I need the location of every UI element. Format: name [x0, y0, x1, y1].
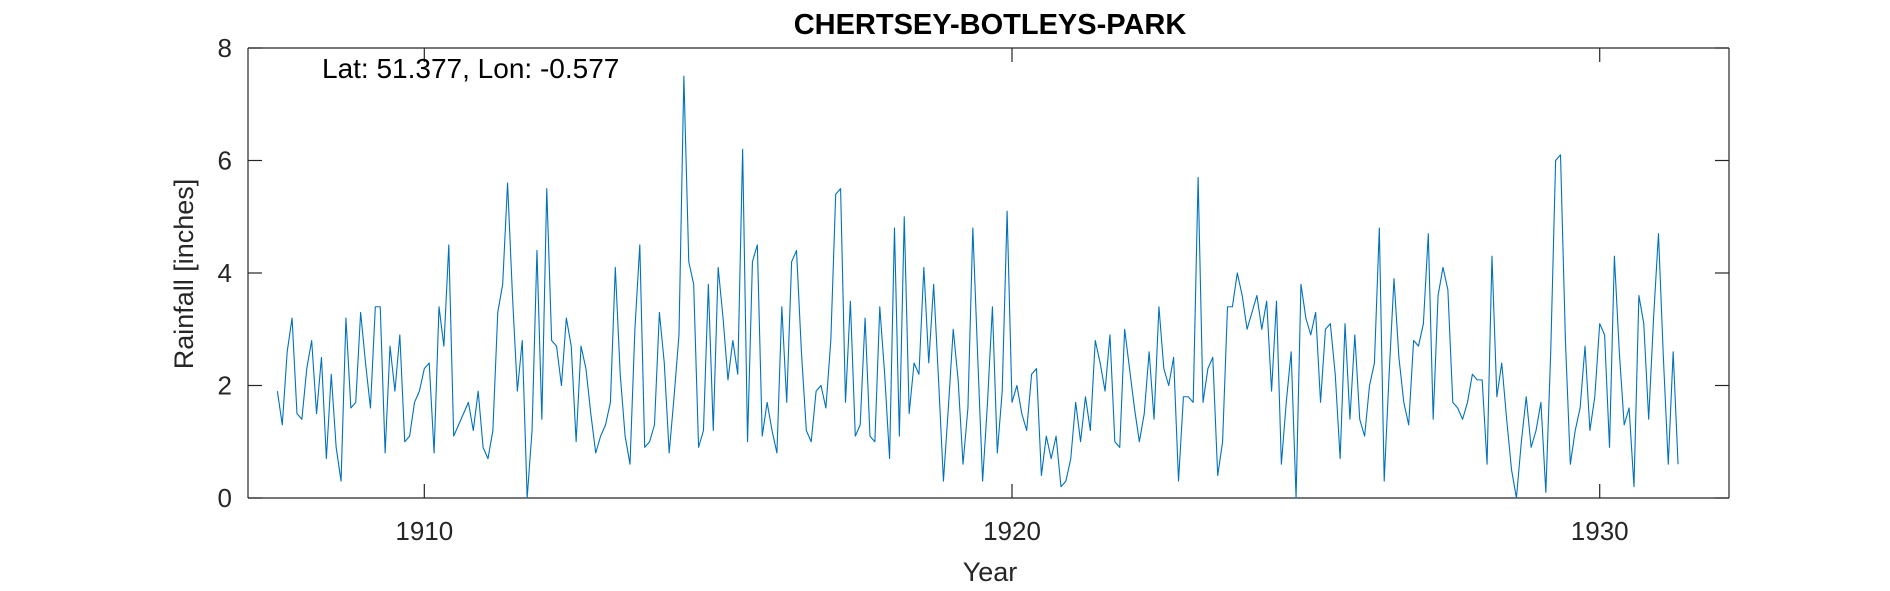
x-axis-label: Year [963, 557, 1018, 587]
x-tick-label: 1930 [1571, 516, 1629, 546]
x-tick-label: 1910 [395, 516, 453, 546]
y-tick-label: 0 [218, 483, 232, 513]
y-tick-label: 8 [218, 33, 232, 63]
x-tick-label: 1920 [983, 516, 1041, 546]
y-tick-label: 4 [218, 258, 232, 288]
chart-title: CHERTSEY-BOTLEYS-PARK [794, 9, 1187, 41]
location-annotation: Lat: 51.377, Lon: -0.577 [322, 53, 619, 84]
y-axis-label: Rainfall [inches] [169, 179, 199, 370]
rainfall-series-line [276, 75, 1679, 499]
y-tick-label: 6 [218, 146, 232, 176]
plot-area: 1910 1920 1930 0 2 4 6 8 [218, 33, 1730, 546]
y-tick-label: 2 [218, 371, 232, 401]
